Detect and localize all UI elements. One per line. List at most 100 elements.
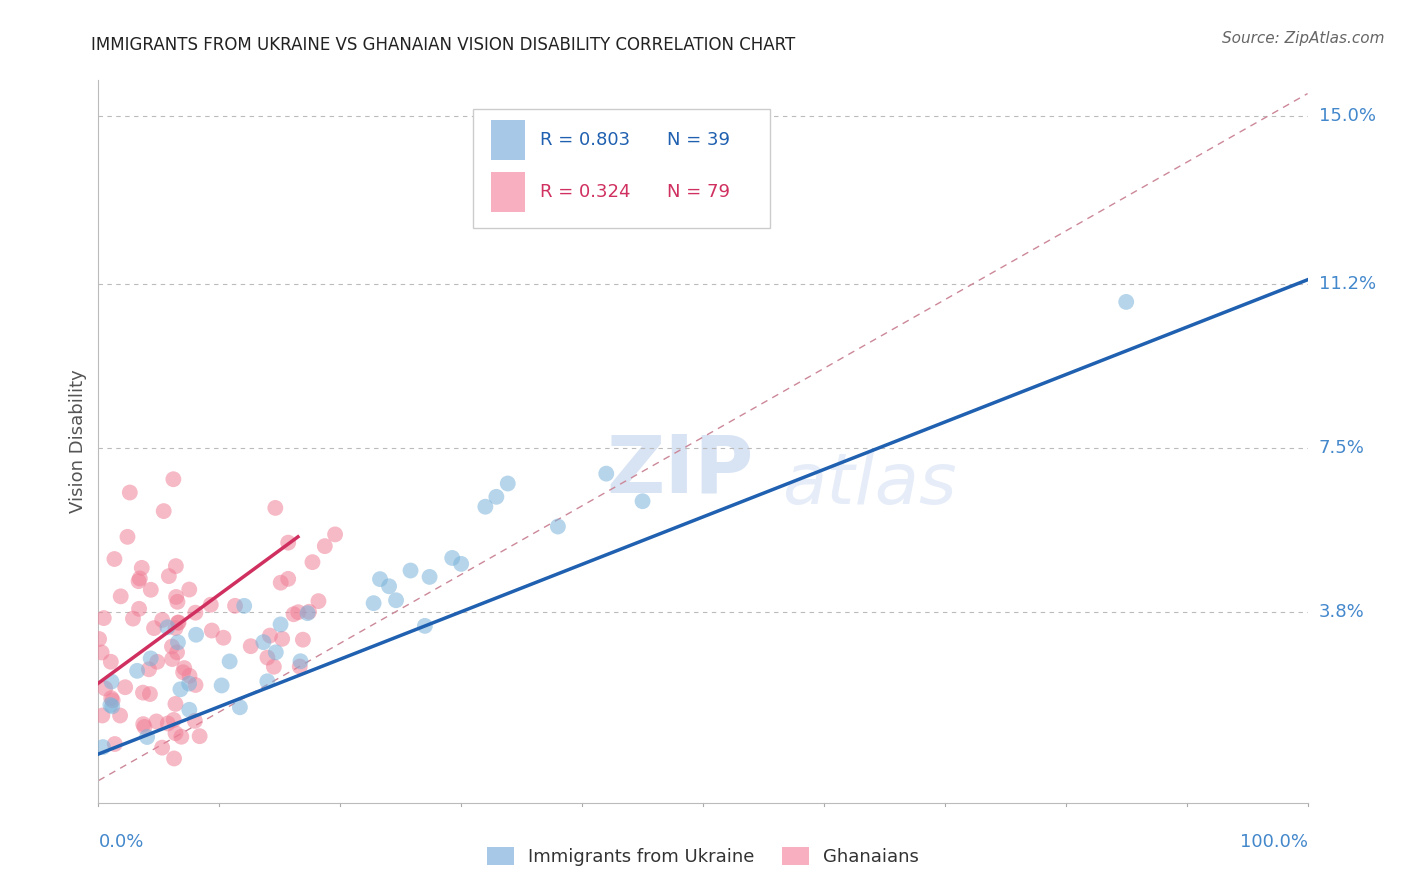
Point	[150, 740, 173, 755]
Text: N = 39: N = 39	[666, 131, 730, 149]
FancyBboxPatch shape	[492, 120, 526, 160]
Point	[143, 621, 166, 635]
Point	[127, 664, 149, 678]
Point	[631, 494, 654, 508]
Point	[138, 662, 160, 676]
Point	[233, 599, 256, 613]
Text: Source: ZipAtlas.com: Source: ZipAtlas.com	[1222, 31, 1385, 46]
Point	[290, 654, 312, 668]
Point	[277, 572, 299, 586]
Point	[291, 632, 314, 647]
Point	[93, 611, 115, 625]
Text: IMMIGRANTS FROM UKRAINE VS GHANAIAN VISION DISABILITY CORRELATION CHART: IMMIGRANTS FROM UKRAINE VS GHANAIAN VISI…	[91, 36, 796, 54]
Point	[184, 606, 207, 620]
Point	[128, 574, 150, 589]
Point	[184, 678, 207, 692]
Point	[264, 645, 287, 659]
Point	[179, 669, 201, 683]
Text: 7.5%: 7.5%	[1319, 439, 1365, 458]
Point	[165, 590, 187, 604]
Point	[139, 651, 162, 665]
Point	[201, 624, 224, 638]
Point	[270, 617, 292, 632]
Point	[156, 716, 179, 731]
Point	[378, 579, 401, 593]
Point	[485, 490, 508, 504]
Point	[163, 751, 186, 765]
Point	[114, 680, 136, 694]
Point	[94, 681, 117, 696]
Point	[139, 687, 162, 701]
Point	[100, 691, 122, 706]
Text: ZIP: ZIP	[606, 432, 754, 509]
Text: R = 0.324: R = 0.324	[540, 183, 630, 201]
Point	[150, 613, 173, 627]
Point	[128, 571, 150, 585]
Point	[211, 678, 233, 692]
Point	[128, 602, 150, 616]
Point	[323, 527, 346, 541]
Point	[1115, 294, 1137, 309]
Point	[91, 708, 114, 723]
Point	[179, 703, 201, 717]
Point	[270, 575, 292, 590]
Point	[399, 564, 422, 578]
Point	[271, 632, 294, 646]
Point	[229, 700, 252, 714]
Point	[172, 665, 194, 680]
Text: 15.0%: 15.0%	[1319, 107, 1375, 125]
Point	[118, 485, 141, 500]
Point	[547, 519, 569, 533]
Point	[308, 594, 330, 608]
Text: 3.8%: 3.8%	[1319, 603, 1364, 621]
Y-axis label: Vision Disability: Vision Disability	[69, 369, 87, 514]
Point	[117, 530, 139, 544]
Point	[100, 698, 122, 712]
Point	[108, 708, 131, 723]
Point	[218, 654, 240, 668]
Point	[162, 472, 184, 486]
Point	[287, 605, 309, 619]
Text: R = 0.803: R = 0.803	[540, 131, 630, 149]
Point	[136, 730, 159, 744]
Point	[101, 693, 124, 707]
Point	[283, 607, 305, 622]
Point	[145, 714, 167, 729]
Text: 0.0%: 0.0%	[98, 833, 143, 851]
Point	[385, 593, 408, 607]
Point	[101, 699, 124, 714]
Point	[314, 539, 336, 553]
Point	[103, 552, 125, 566]
Point	[132, 685, 155, 699]
Point	[188, 729, 211, 743]
Point	[595, 467, 617, 481]
Point	[165, 697, 187, 711]
Point	[184, 628, 207, 642]
Point	[298, 605, 321, 619]
Point	[122, 611, 145, 625]
Point	[166, 595, 188, 609]
Text: atlas: atlas	[782, 450, 956, 519]
Point	[419, 570, 441, 584]
Point	[157, 569, 180, 583]
Legend: Immigrants from Ukraine, Ghanaians: Immigrants from Ukraine, Ghanaians	[479, 839, 927, 873]
Point	[169, 682, 191, 697]
Point	[263, 659, 285, 673]
Point	[256, 674, 278, 689]
Point	[166, 645, 188, 659]
Point	[131, 561, 153, 575]
Point	[165, 621, 187, 635]
Point	[167, 615, 190, 630]
Point	[496, 476, 519, 491]
Point	[301, 555, 323, 569]
Point	[139, 582, 162, 597]
Point	[474, 500, 496, 514]
Point	[163, 713, 186, 727]
Point	[100, 674, 122, 689]
FancyBboxPatch shape	[474, 109, 769, 228]
Point	[264, 500, 287, 515]
Point	[259, 629, 281, 643]
Text: N = 79: N = 79	[666, 183, 730, 201]
Point	[100, 655, 122, 669]
Point	[297, 606, 319, 620]
